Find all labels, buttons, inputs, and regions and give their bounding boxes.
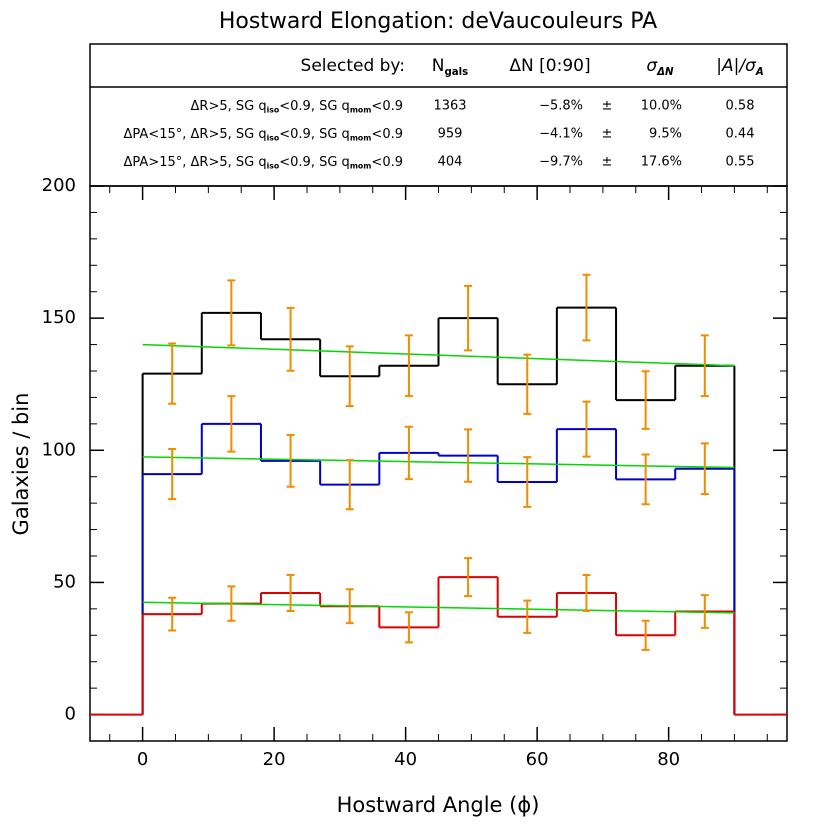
table-cell: 17.6% <box>641 155 682 170</box>
plot-frame <box>89 185 788 742</box>
y-tick-label: 0 <box>65 704 76 725</box>
row-label: ΔR>5, SG qiso<0.9, SG qmom<0.9 <box>191 99 403 115</box>
table-header: |A|/σA <box>716 56 764 78</box>
x-axis-label: Hostward Angle (ϕ) <box>337 793 540 817</box>
y-tick-label: 150 <box>42 307 76 328</box>
text-part: σ <box>646 56 658 76</box>
subscript: A <box>755 67 764 78</box>
table-cell: 1363 <box>433 99 466 114</box>
text-part: <0.9 <box>371 155 403 170</box>
error-bar <box>168 342 177 405</box>
row-label: ΔPA>15°, ΔR>5, SG qiso<0.9, SG qmom<0.9 <box>124 155 403 171</box>
x-tick-label: 60 <box>526 749 549 770</box>
error-bar <box>404 334 413 398</box>
error-bar <box>523 456 532 508</box>
text-part: ΔR>5, SG q <box>191 99 267 114</box>
error-bar <box>286 574 295 612</box>
table-cell: −9.7% <box>539 155 583 170</box>
text-part: <0.9 <box>371 127 403 142</box>
y-tick-label: 50 <box>53 571 76 592</box>
text-part: ΔN [0:90] <box>509 56 590 76</box>
text-part: <0.9, SG q <box>279 155 350 170</box>
y-axis-label: Galaxies / bin <box>9 393 33 536</box>
error-bar <box>227 395 236 453</box>
error-bar <box>700 442 709 496</box>
table-cell: 0.44 <box>726 127 755 142</box>
table-cell: ± <box>602 99 613 114</box>
fit-line <box>142 343 735 367</box>
subscript: mom <box>350 106 372 115</box>
error-bar <box>464 284 473 352</box>
error-bar <box>404 425 413 481</box>
table-header: Ngals <box>432 56 468 78</box>
table-cell: 10.0% <box>641 99 682 114</box>
text-part: <0.9, SG q <box>279 127 350 142</box>
table-cell: ± <box>602 155 613 170</box>
error-bar <box>641 370 650 430</box>
error-bar <box>582 400 591 458</box>
error-bar <box>700 334 709 398</box>
error-bar <box>582 574 591 612</box>
error-bar <box>641 619 650 651</box>
error-bar <box>227 279 236 347</box>
subscript: iso <box>267 106 280 115</box>
text-part: ΔPA<15°, ΔR>5, SG q <box>124 127 267 142</box>
y-tick-label: 200 <box>42 175 76 196</box>
error-bar <box>286 433 295 488</box>
x-tick-label: 40 <box>394 749 417 770</box>
table-header: ΔN [0:90] <box>509 56 590 76</box>
table-cell: ± <box>602 127 613 142</box>
error-bar <box>523 599 532 634</box>
subscript: iso <box>267 162 280 171</box>
table-cell: 0.58 <box>726 99 755 114</box>
error-bar <box>345 345 354 408</box>
error-bar <box>582 273 591 342</box>
table-header: Selected by: <box>301 56 405 76</box>
table-cell: −4.1% <box>539 127 583 142</box>
error-bar <box>464 428 473 483</box>
subscript: mom <box>350 162 372 171</box>
text-part: <0.9, SG q <box>279 99 350 114</box>
subscript: gals <box>444 67 468 78</box>
text-part: <0.9 <box>371 99 403 114</box>
x-tick-label: 0 <box>137 749 148 770</box>
error-bar <box>641 453 650 506</box>
subscript: iso <box>267 134 280 143</box>
subscript: mom <box>350 134 372 143</box>
text-part: |A|/σ <box>716 56 757 76</box>
fit-line <box>142 601 735 614</box>
table-cell: −5.8% <box>539 99 583 114</box>
table-cell: 959 <box>438 127 463 142</box>
row-label: ΔPA<15°, ΔR>5, SG qiso<0.9, SG qmom<0.9 <box>124 127 403 143</box>
fit-line <box>142 456 735 469</box>
error-bar <box>700 594 709 629</box>
table-cell: 404 <box>438 155 463 170</box>
x-tick-label: 20 <box>263 749 286 770</box>
error-bar <box>286 306 295 372</box>
error-bar <box>168 596 177 632</box>
text-part: Selected by: <box>301 56 405 76</box>
error-bar <box>464 557 473 598</box>
table-cell: 9.5% <box>649 127 682 142</box>
table-header: σΔN <box>646 56 674 78</box>
text-part: N <box>432 56 445 76</box>
chart-title: Hostward Elongation: deVaucouleurs PA <box>219 9 657 34</box>
error-bar <box>345 588 354 625</box>
error-bar <box>523 353 532 415</box>
table-cell: 0.55 <box>726 155 755 170</box>
x-tick-label: 80 <box>657 749 680 770</box>
subscript: ΔN <box>656 67 674 78</box>
error-bar <box>227 585 236 622</box>
text-part: ΔPA>15°, ΔR>5, SG q <box>124 155 267 170</box>
error-bar <box>404 611 413 644</box>
error-bar <box>168 447 177 501</box>
y-tick-label: 100 <box>42 439 76 460</box>
error-bar <box>345 459 354 511</box>
